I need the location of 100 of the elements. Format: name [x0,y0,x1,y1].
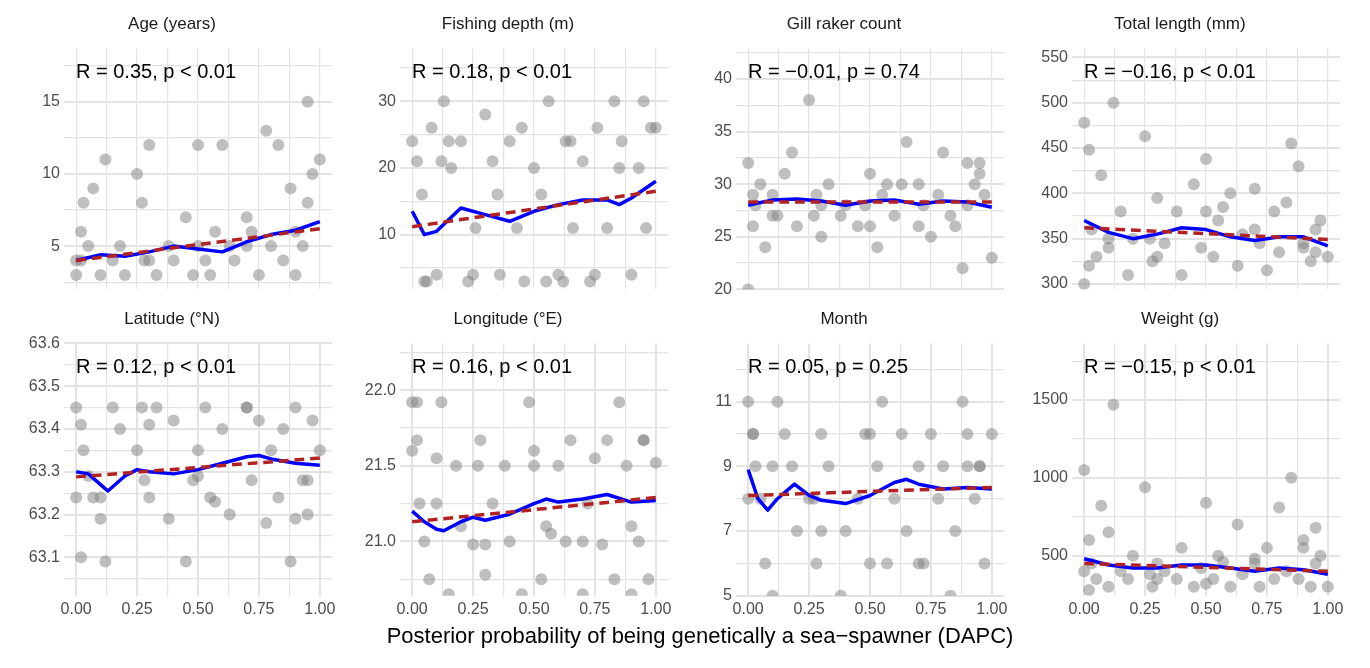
y-tick-label: 63.1 [28,547,61,565]
point [1083,143,1096,156]
point [289,401,302,414]
point [766,209,779,222]
point [778,167,791,180]
point [895,428,908,441]
point [790,525,803,538]
point [1321,250,1334,263]
point [1170,205,1183,218]
y-tick-label: 20 [378,158,397,176]
x-tick-label: 1.00 [304,599,336,617]
point [1139,481,1152,494]
point [277,422,290,435]
y-tick-label: 22.0 [364,380,397,398]
point [1122,572,1135,585]
point [642,573,655,586]
y-tick-label: 63.3 [28,462,61,480]
point [415,188,428,201]
point [1248,182,1261,195]
point [1200,577,1212,590]
point [450,459,463,472]
point [435,155,448,168]
point [1102,526,1115,539]
point [503,535,516,548]
point [759,241,772,254]
point [493,268,506,281]
annotation: R = 0.35, p < 0.01 [76,60,237,83]
point [1260,264,1273,277]
x-tick-label: 0.50 [182,599,214,617]
point [515,121,528,134]
point [749,460,762,473]
point [131,167,144,180]
x-tick-label: 0.00 [60,599,92,617]
point [1231,259,1244,272]
point [1314,549,1327,562]
point [411,434,424,447]
point [864,557,876,570]
point [1158,237,1171,250]
point [143,491,156,504]
point [192,470,204,483]
point [1095,169,1108,182]
point [245,474,258,487]
y-tick-label: 63.2 [28,504,61,522]
point [425,121,438,134]
point [143,139,156,152]
x-tick-label: 0.25 [793,599,825,617]
point [1285,471,1298,484]
y-tick-label: 30 [378,91,397,109]
point [94,512,107,525]
point [786,460,799,473]
point [1107,96,1120,109]
point [209,225,222,238]
point [70,491,83,504]
point [75,225,88,238]
annotation: R = 0.18, p < 0.01 [412,60,573,83]
y-tick-label: 25 [714,227,733,245]
point [1200,152,1212,165]
point [284,182,297,195]
point [815,525,828,538]
point [640,221,653,234]
y-tick-label: 1500 [1032,390,1069,408]
point [1195,241,1208,254]
point [1268,205,1281,218]
point [313,444,326,457]
point [1078,116,1091,129]
point [223,508,236,521]
point [301,474,314,487]
y-tick-label: 350 [1041,229,1069,247]
point [637,95,650,108]
point [973,157,986,170]
point [822,178,835,191]
point [1292,572,1305,585]
point [252,268,265,281]
point [192,139,204,152]
chart-title: Total length (mm) [1114,13,1246,33]
y-tick-label: 63.6 [28,333,61,351]
point [1102,580,1115,593]
point [87,182,100,195]
point [968,492,981,505]
point [135,196,148,209]
point [150,401,163,414]
point [82,240,95,253]
point [956,395,969,408]
point [937,460,950,473]
point [876,395,889,408]
point [252,414,265,427]
point [815,428,828,441]
y-tick-label: 500 [1041,93,1069,111]
point [445,161,458,174]
point [179,555,192,568]
point [528,444,540,457]
point [759,557,772,570]
y-tick-label: 9 [723,456,733,474]
point [216,422,229,435]
y-tick-label: 35 [714,121,733,139]
point [615,135,628,148]
point [1090,250,1103,263]
point [771,395,784,408]
point [625,268,638,281]
x-tick-label: 0.25 [1129,599,1161,617]
